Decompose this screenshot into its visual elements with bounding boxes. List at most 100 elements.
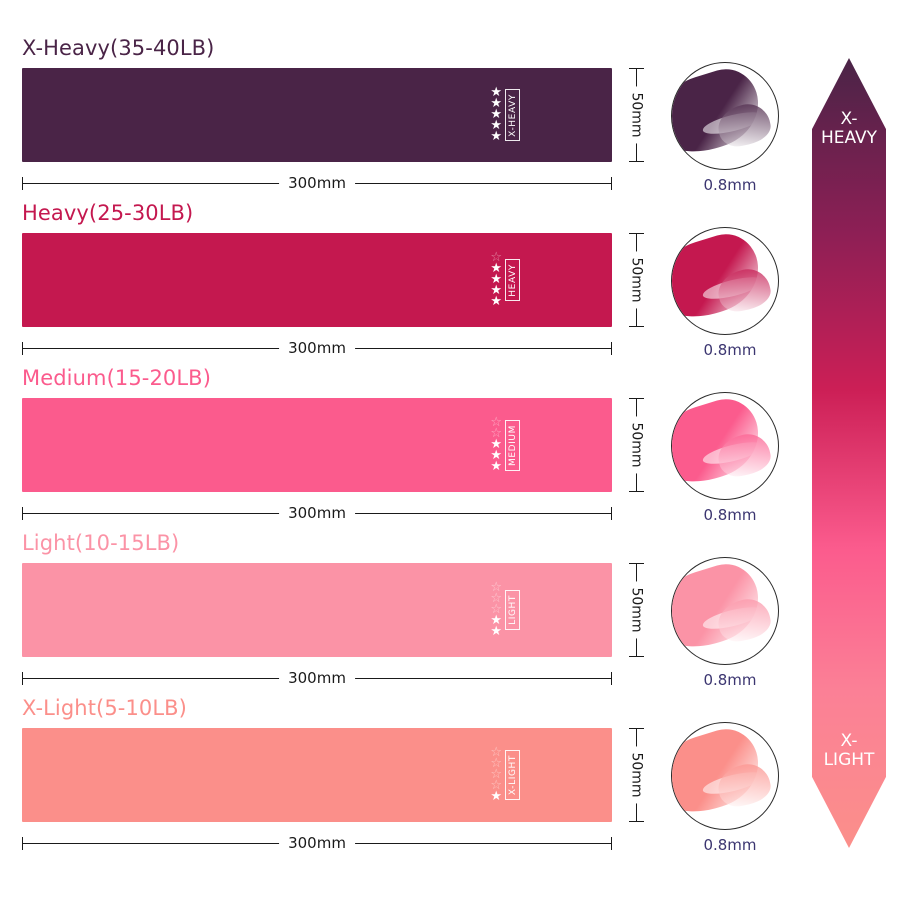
width-dimension-label: 300mm	[279, 504, 355, 523]
height-dimension: 50mm	[625, 398, 647, 492]
resistance-scale-arrow: X- HEAVY X- LIGHT	[812, 58, 886, 848]
thickness-label: 0.8mm	[703, 671, 757, 689]
dimension-tick-left	[22, 342, 23, 355]
dimension-tick-bottom	[629, 161, 644, 162]
band-tag-box: LIGHT	[505, 590, 520, 630]
band-title: Light(10-15LB)	[22, 531, 180, 555]
star-filled-icon: ★	[490, 106, 502, 122]
band-tag-box: MEDIUM	[505, 419, 520, 471]
band-title: X-Light(5-10LB)	[22, 696, 187, 720]
star-hollow-icon: ☆	[490, 777, 502, 793]
band-title: Medium(15-20LB)	[22, 366, 211, 390]
band-tag-box: X-LIGHT	[505, 749, 520, 801]
dimension-tick-left	[22, 837, 23, 850]
star-hollow-icon: ☆	[490, 249, 502, 265]
dimension-tick-left	[22, 177, 23, 190]
dimension-tick-right	[611, 837, 612, 850]
thickness-magnifier-circle	[671, 62, 779, 170]
band-tag-text: X-LIGHT	[507, 754, 518, 796]
dimension-tick-bottom	[629, 656, 644, 657]
star-filled-icon: ★	[490, 282, 502, 298]
dimension-tick-right	[611, 342, 612, 355]
height-dimension-label: 50mm	[627, 416, 645, 474]
star-filled-icon: ★	[490, 458, 502, 474]
height-dimension: 50mm	[625, 68, 647, 162]
dimension-tick-top	[629, 68, 644, 69]
thickness-magnifier-circle	[671, 392, 779, 500]
thickness-label: 0.8mm	[703, 506, 757, 524]
dimension-tick-top	[629, 728, 644, 729]
band-tag-text: HEAVY	[507, 263, 518, 297]
star-hollow-icon: ☆	[490, 590, 502, 606]
thickness-magnifier-circle	[671, 722, 779, 830]
star-hollow-icon: ☆	[490, 755, 502, 771]
star-filled-icon: ★	[490, 447, 502, 463]
band-marking: ☆ ☆ ★ ★ ★ MEDIUM	[490, 406, 520, 484]
star-filled-icon: ★	[490, 128, 502, 144]
star-hollow-icon: ☆	[490, 579, 502, 595]
dimension-tick-top	[629, 563, 644, 564]
star-filled-icon: ★	[490, 788, 502, 804]
height-dimension-label: 50mm	[627, 251, 645, 309]
band-swatch: ☆ ☆ ★ ★ ★ MEDIUM	[22, 398, 612, 492]
band-tag-text: MEDIUM	[507, 424, 518, 466]
star-filled-icon: ★	[490, 117, 502, 133]
dimension-tick-right	[611, 672, 612, 685]
band-swatch: ☆ ★ ★ ★ ★ HEAVY	[22, 233, 612, 327]
band-title: Heavy(25-30LB)	[22, 201, 194, 225]
band-marking: ☆ ★ ★ ★ ★ HEAVY	[490, 241, 520, 319]
width-dimension: 300mm	[22, 834, 612, 854]
star-filled-icon: ★	[490, 623, 502, 639]
width-dimension: 300mm	[22, 174, 612, 194]
thickness-label: 0.8mm	[703, 176, 757, 194]
dimension-tick-top	[629, 233, 644, 234]
dimension-tick-bottom	[629, 491, 644, 492]
height-dimension-label: 50mm	[627, 86, 645, 144]
band-marking: ☆ ☆ ☆ ★ ★ LIGHT	[490, 571, 520, 649]
star-rating: ☆ ☆ ☆ ★ ★	[490, 579, 502, 639]
band-marking: ★ ★ ★ ★ ★ X-HEAVY	[490, 76, 520, 154]
width-dimension-label: 300mm	[279, 834, 355, 853]
star-filled-icon: ★	[490, 293, 502, 309]
band-tag-text: LIGHT	[507, 595, 518, 625]
height-dimension: 50mm	[625, 563, 647, 657]
thickness-label: 0.8mm	[703, 341, 757, 359]
width-dimension: 300mm	[22, 339, 612, 359]
arrow-bottom-label: X- LIGHT	[823, 730, 875, 770]
star-filled-icon: ★	[490, 271, 502, 287]
dimension-tick-right	[611, 507, 612, 520]
star-hollow-icon: ☆	[490, 425, 502, 441]
band-tag-box: X-HEAVY	[505, 88, 520, 142]
star-rating: ★ ★ ★ ★ ★	[490, 84, 502, 144]
star-rating: ☆ ☆ ☆ ☆ ★	[490, 746, 502, 804]
dimension-tick-bottom	[629, 326, 644, 327]
dimension-tick-top	[629, 398, 644, 399]
thickness-column: 0.8mm 0.8mm 0.8mm 0.8mm 0.8mm	[655, 0, 805, 900]
width-dimension-label: 300mm	[279, 339, 355, 358]
band-tag-box: HEAVY	[505, 258, 520, 302]
thickness-magnifier-circle	[671, 557, 779, 665]
band-title: X-Heavy(35-40LB)	[22, 36, 215, 60]
arrow-gradient-body	[812, 58, 886, 848]
star-filled-icon: ★	[490, 612, 502, 628]
dimension-tick-left	[22, 672, 23, 685]
dimension-tick-left	[22, 507, 23, 520]
arrow-top-label: X- HEAVY	[820, 109, 878, 149]
star-filled-icon: ★	[490, 436, 502, 452]
star-hollow-icon: ☆	[490, 414, 502, 430]
thickness-magnifier-circle	[671, 227, 779, 335]
star-filled-icon: ★	[490, 84, 502, 100]
star-rating: ☆ ★ ★ ★ ★	[490, 249, 502, 309]
dimension-tick-right	[611, 177, 612, 190]
dimension-tick-bottom	[629, 821, 644, 822]
width-dimension: 300mm	[22, 504, 612, 524]
width-dimension: 300mm	[22, 669, 612, 689]
star-rating: ☆ ☆ ★ ★ ★	[490, 414, 502, 474]
band-marking: ☆ ☆ ☆ ☆ ★ X-LIGHT	[490, 736, 520, 814]
height-dimension-label: 50mm	[627, 581, 645, 639]
width-dimension-label: 300mm	[279, 174, 355, 193]
star-hollow-icon: ☆	[490, 601, 502, 617]
width-dimension-label: 300mm	[279, 669, 355, 688]
star-hollow-icon: ☆	[490, 766, 502, 782]
star-filled-icon: ★	[490, 260, 502, 276]
